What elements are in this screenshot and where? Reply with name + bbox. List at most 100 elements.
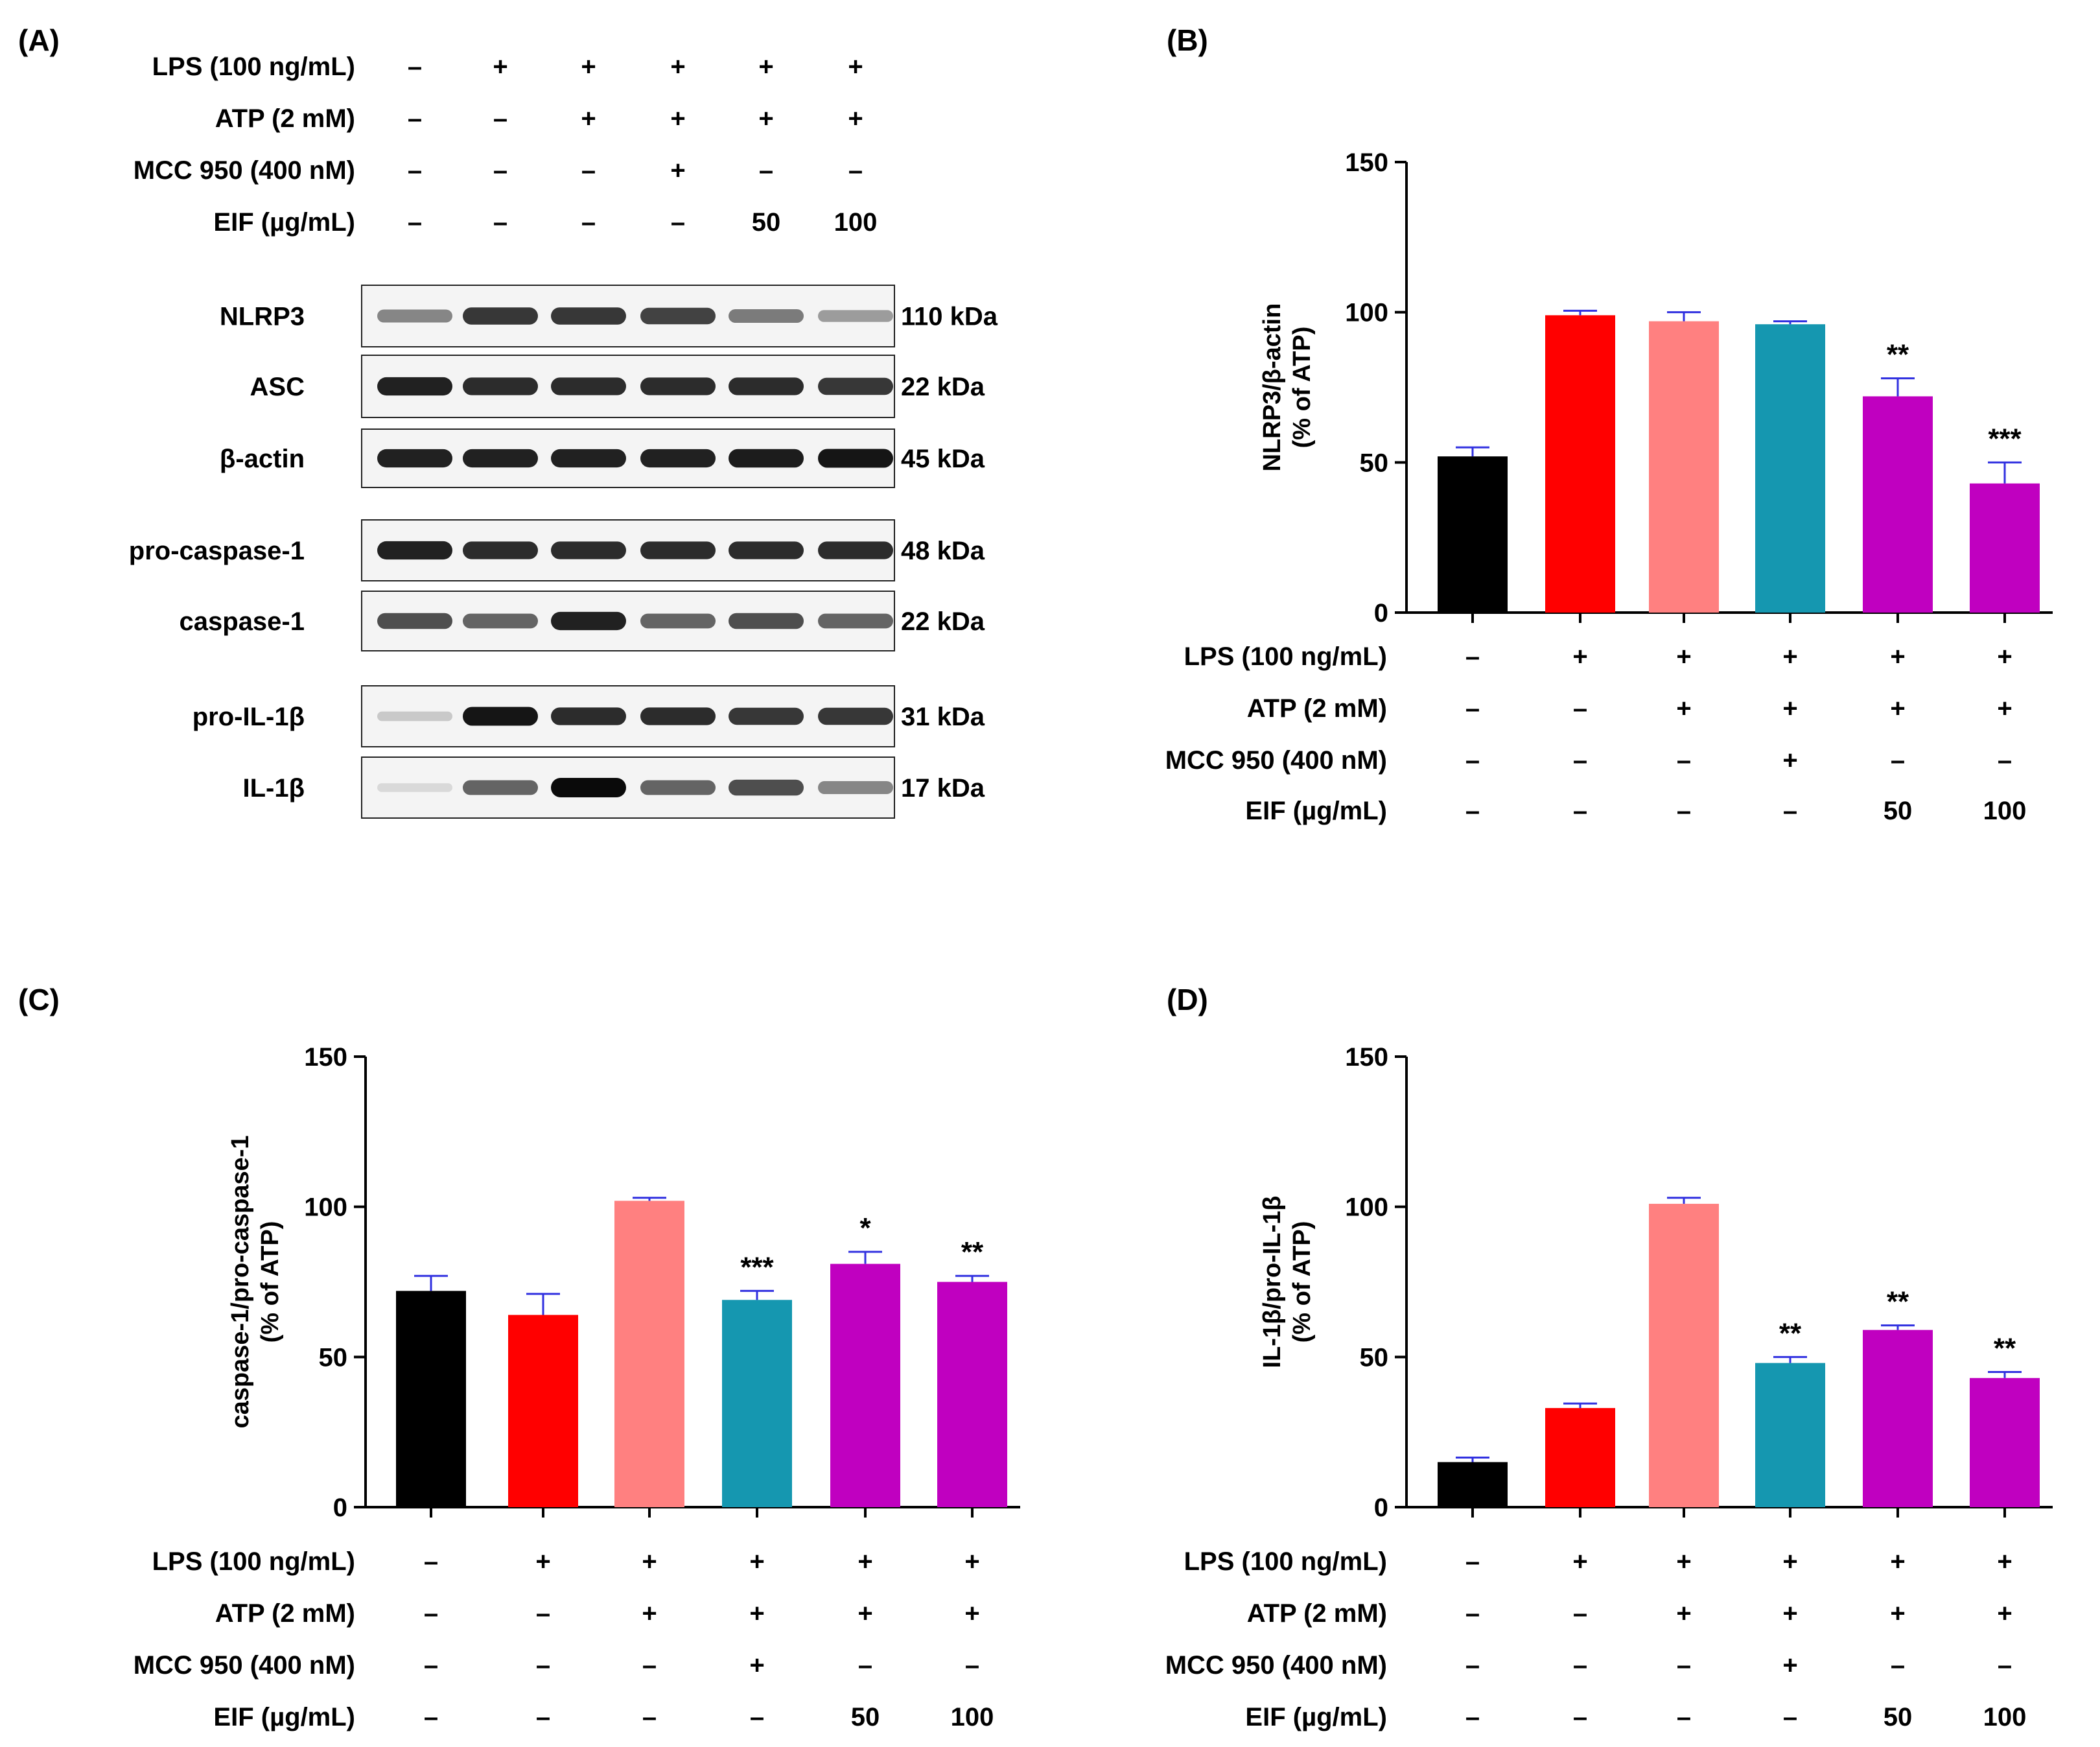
treatment-cell: – [424, 1599, 438, 1628]
treatment-cell: – [1891, 746, 1905, 775]
treatment-cell: 100 [1983, 1703, 2027, 1731]
bar [1863, 396, 1933, 613]
blot-band [818, 780, 893, 795]
y-tick-label: 100 [304, 1193, 347, 1222]
significance-label: ** [1779, 1317, 1802, 1349]
panel-a-treatment-cell: + [848, 53, 863, 81]
blot-band [551, 778, 626, 797]
blot-band [729, 309, 804, 323]
treatment-cell: + [642, 1547, 657, 1576]
panel-b-label: (B) [1167, 23, 1208, 57]
panel-d-label: (D) [1167, 983, 1208, 1016]
blot-band [818, 377, 893, 395]
y-tick-label: 0 [1374, 599, 1388, 627]
bar [614, 1201, 684, 1507]
panel-a-treatment-row-label: MCC 950 (400 nM) [134, 156, 355, 185]
panel-a-treatment-table: LPS (100 ng/mL) – + + + + + ATP (2 mM) – – + + + + MCC… [134, 53, 878, 237]
treatment-cell: – [1465, 1651, 1480, 1680]
blot-band [463, 449, 538, 468]
blot-band [463, 541, 538, 559]
y-tick-label: 150 [1345, 148, 1388, 177]
blot-protein-label: caspase-1 [180, 607, 305, 636]
panel-a-treatment-cell: + [670, 156, 685, 185]
panel-a-blots: NLRP3 110 kDa ASC 22 kDa β-actin 45 kDa pro-ca… [129, 285, 998, 819]
blot-band [818, 449, 893, 468]
treatment-cell: + [642, 1599, 657, 1628]
y-tick-label: 0 [1374, 1494, 1388, 1522]
treatment-cell: – [642, 1703, 657, 1731]
treatment-cell: + [1782, 1651, 1797, 1680]
treatment-cell: + [858, 1599, 872, 1628]
treatment-row-label: ATP (2 mM) [1247, 1599, 1387, 1628]
blot-size-label: 22 kDa [901, 607, 985, 636]
panel-a-treatment-cell: + [493, 53, 508, 81]
bar [396, 1291, 466, 1507]
panel-a-treatment-cell: 50 [752, 208, 781, 237]
blot-protein-label: ASC [250, 373, 305, 401]
treatment-cell: + [1890, 642, 1905, 671]
treatment-row-label: EIF (µg/mL) [213, 1703, 355, 1731]
y-axis-label: NLRP3/β-actin [1259, 303, 1286, 472]
significance-label: ** [1994, 1333, 2016, 1365]
treatment-cell: + [1997, 694, 2012, 723]
treatment-cell: + [1997, 1599, 2012, 1628]
bar [1863, 1330, 1933, 1507]
blot-protein-label: β-actin [220, 445, 305, 473]
blot-band [729, 707, 804, 725]
blot-protein-label: NLRP3 [220, 303, 305, 331]
panel-a-treatment-cell: + [581, 104, 596, 133]
blot-band [377, 309, 452, 323]
treatment-row-label: EIF (µg/mL) [1245, 797, 1387, 825]
blot-band [818, 707, 893, 725]
blot-band [463, 613, 538, 629]
blot-band [377, 711, 452, 721]
blot-band [463, 307, 538, 325]
treatment-cell: – [1465, 746, 1480, 775]
panel-c-label: (C) [18, 983, 60, 1016]
treatment-cell: + [1997, 642, 2012, 671]
treatment-cell: + [1676, 694, 1691, 723]
panel-a-treatment-cell: – [848, 156, 863, 185]
treatment-cell: – [424, 1703, 438, 1731]
blot-band [463, 377, 538, 395]
treatment-cell: + [1782, 1547, 1797, 1576]
treatment-row-label: MCC 950 (400 nM) [1165, 746, 1387, 775]
y-tick-label: 50 [1360, 449, 1389, 477]
panel-a-treatment-cell: – [759, 156, 773, 185]
treatment-cell: – [965, 1651, 979, 1680]
blot-protein-label: pro-IL-1β [192, 703, 305, 731]
treatment-cell: + [858, 1547, 872, 1576]
treatment-cell: + [1676, 1599, 1691, 1628]
blot-band [377, 377, 452, 396]
y-axis-label: (% of ATP) [1289, 1221, 1316, 1343]
blot-band [729, 449, 804, 468]
treatment-cell: – [1465, 797, 1480, 825]
treatment-cell: – [1677, 1703, 1691, 1731]
bar [830, 1263, 900, 1507]
treatment-cell: – [1998, 746, 2012, 775]
blot-band [377, 541, 452, 560]
y-axis-label: IL-1β/pro-IL-1β [1259, 1196, 1286, 1368]
treatment-cell: – [1465, 1599, 1480, 1628]
treatment-cell: – [1573, 746, 1587, 775]
significance-label: ** [961, 1236, 984, 1268]
treatment-cell: + [1782, 746, 1797, 775]
bar [1438, 1462, 1508, 1507]
panel-a-treatment-cell: – [671, 208, 685, 237]
bar [722, 1300, 792, 1507]
treatment-cell: – [1783, 1703, 1797, 1731]
treatment-cell: – [1465, 642, 1480, 671]
treatment-row-label: LPS (100 ng/mL) [152, 1547, 355, 1576]
bar [937, 1282, 1007, 1507]
panel-a-treatment-cell: 100 [834, 208, 878, 237]
blot-band [640, 377, 716, 395]
panel-a-treatment-cell: + [848, 104, 863, 133]
treatment-cell: – [1783, 797, 1797, 825]
blot-band [640, 707, 716, 725]
treatment-cell: – [1573, 1703, 1587, 1731]
treatment-cell: + [1572, 1547, 1587, 1576]
significance-label: ** [1887, 339, 1909, 371]
treatment-cell: + [1676, 1547, 1691, 1576]
